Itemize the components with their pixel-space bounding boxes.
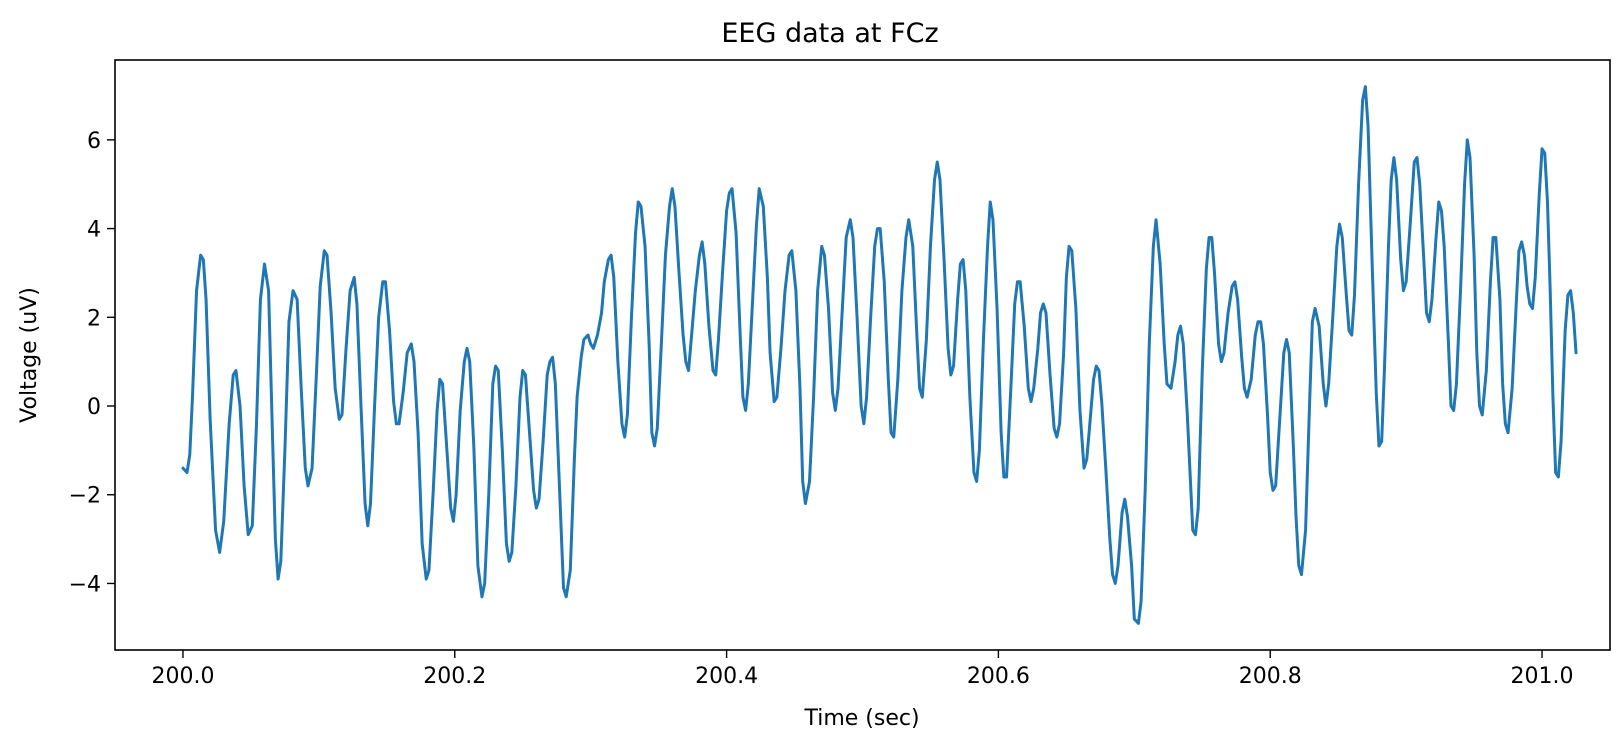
y-tick-label: 6 [87,129,101,154]
x-tick-label: 200.0 [151,664,214,689]
x-axis-label: Time (sec) [803,706,919,731]
plot-frame [114,59,1611,651]
y-tick-label: −2 [69,484,101,509]
x-tick-label: 200.8 [1239,664,1302,689]
plot-area [114,59,1611,651]
y-axis-label: Voltage (uV) [17,287,42,423]
x-tick-label: 200.2 [423,664,486,689]
y-axis: −4 −2 0 2 4 6 [69,129,115,597]
x-axis: 200.0 200.2 200.4 200.6 200.8 201.0 [151,650,1574,689]
y-tick-label: −4 [69,572,101,597]
x-tick-label: 201.0 [1511,664,1574,689]
y-tick-label: 4 [87,218,101,243]
x-tick-label: 200.6 [967,664,1030,689]
x-tick-label: 200.4 [695,664,758,689]
chart-title: EEG data at FCz [721,18,938,49]
y-tick-label: 2 [87,306,101,331]
series-line [181,85,1578,625]
y-tick-label: 0 [87,395,101,420]
series-group [181,85,1578,625]
